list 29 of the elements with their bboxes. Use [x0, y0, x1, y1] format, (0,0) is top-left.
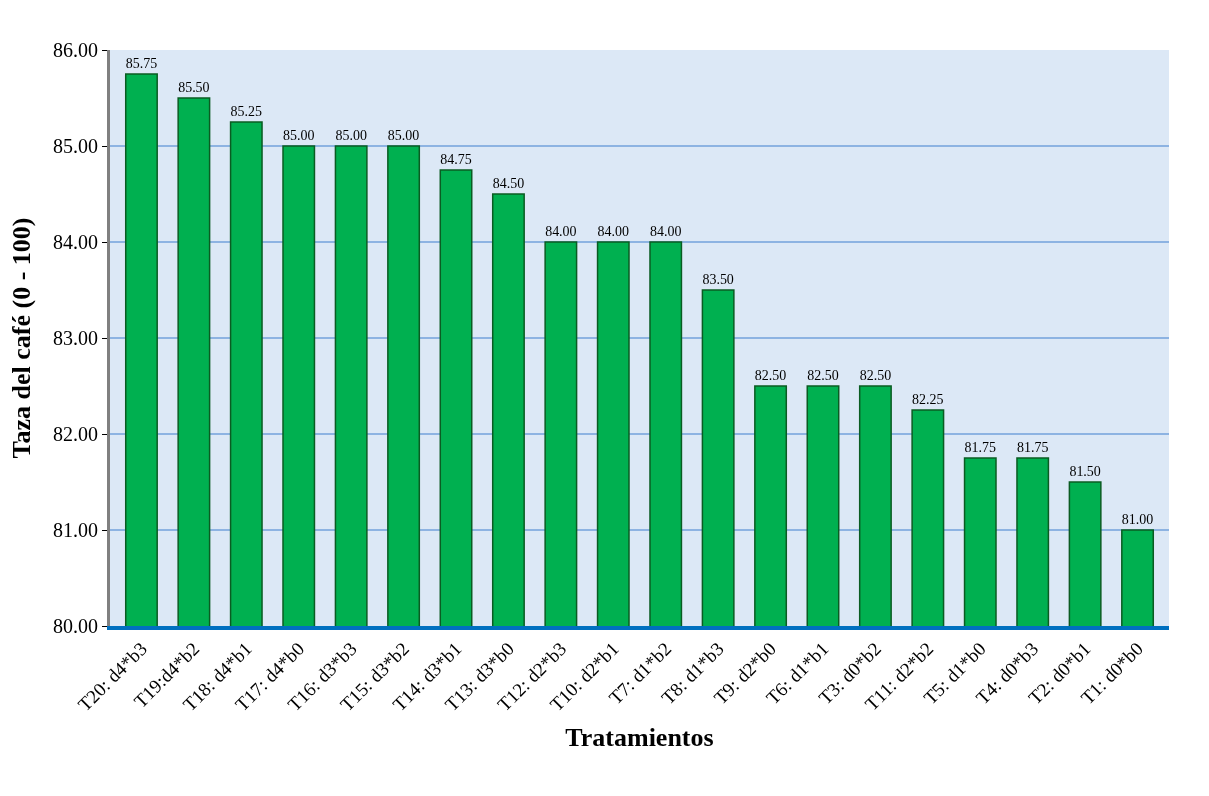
- y-tick-label: 82.00: [53, 423, 98, 445]
- x-axis-title: Tratamientos: [565, 723, 714, 753]
- data-label: 85.75: [125, 56, 158, 71]
- data-label: 85.00: [335, 128, 367, 143]
- data-label: 85.50: [178, 80, 210, 95]
- data-label: 81.50: [1069, 464, 1101, 479]
- data-label: 83.50: [702, 272, 734, 287]
- data-label: 81.75: [964, 440, 996, 455]
- data-label: 84.00: [597, 224, 630, 239]
- data-label: 84.50: [492, 176, 525, 191]
- data-label: 82.50: [859, 368, 892, 383]
- y-tick-label: 84.00: [53, 231, 98, 253]
- data-label: 82.50: [807, 368, 839, 383]
- data-label: 84.75: [440, 152, 472, 167]
- y-axis-title: Taza del café (0 - 100): [7, 217, 37, 459]
- y-tick-label: 85.00: [53, 135, 98, 157]
- data-label: 85.00: [387, 128, 420, 143]
- data-label: 81.00: [1121, 512, 1154, 527]
- data-label: 85.25: [230, 104, 263, 119]
- data-label: 82.50: [754, 368, 787, 383]
- y-tick-label: 86.00: [53, 39, 98, 61]
- y-tick-label: 83.00: [53, 327, 98, 349]
- data-label: 84.00: [650, 224, 682, 239]
- data-label: 81.75: [1016, 440, 1049, 455]
- y-tick-label: 80.00: [53, 615, 98, 637]
- y-tick-label: 81.00: [53, 519, 98, 541]
- data-label: 82.25: [912, 392, 944, 407]
- data-label: 84.00: [545, 224, 577, 239]
- data-label: 85.00: [283, 128, 315, 143]
